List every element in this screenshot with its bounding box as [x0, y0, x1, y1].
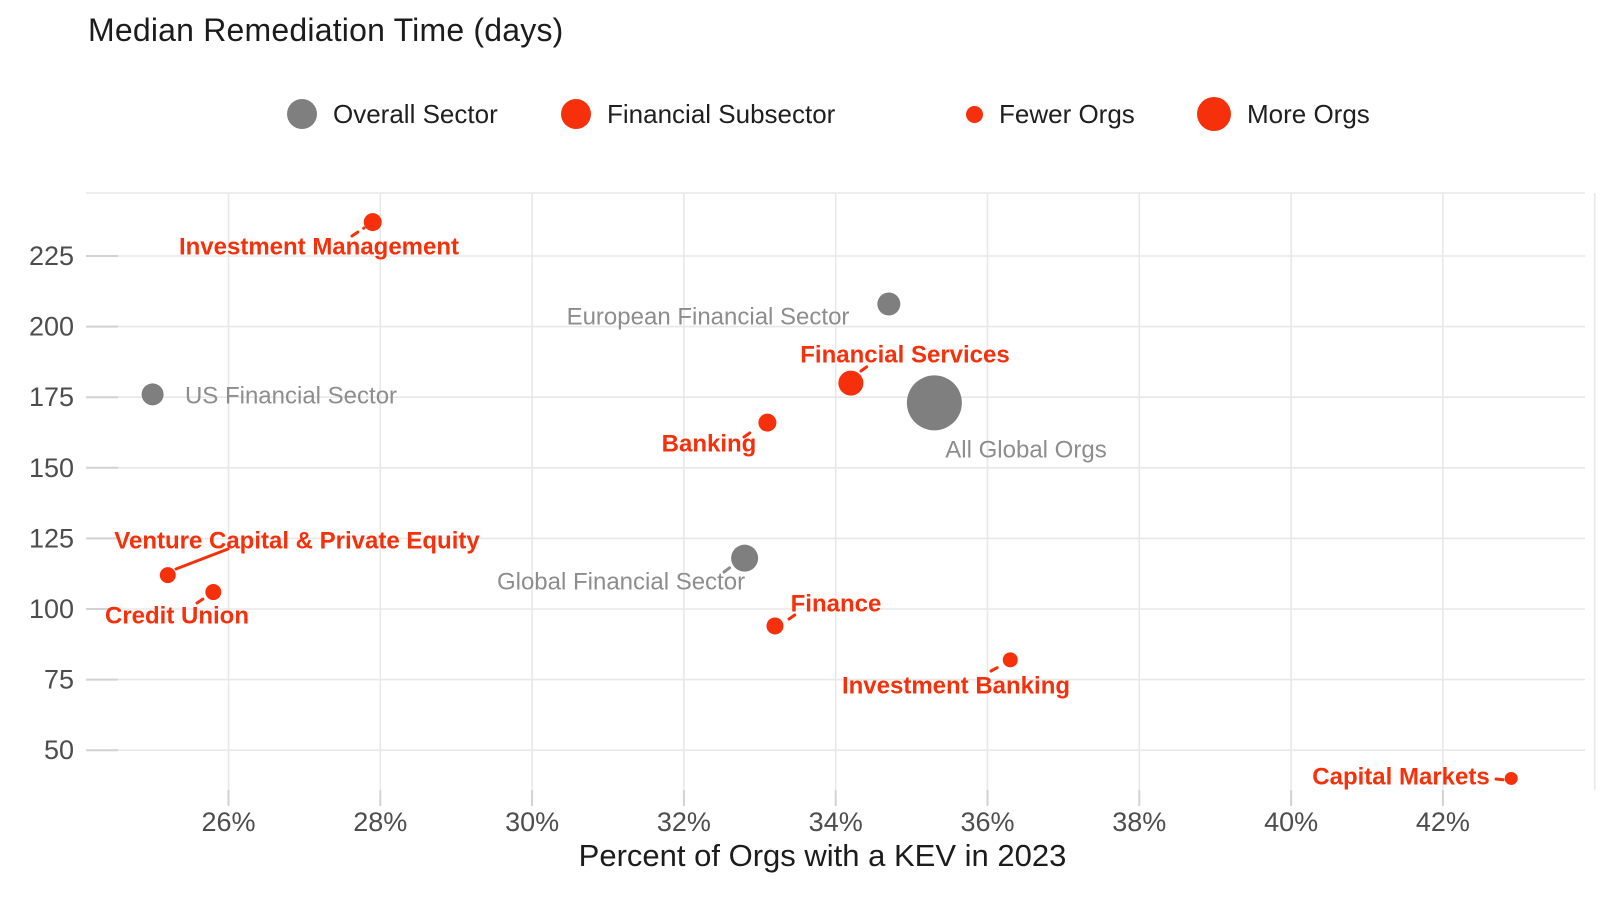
point-label: Investment Banking [842, 673, 1070, 700]
leader-line [787, 610, 801, 621]
data-point-capital-markets [1504, 771, 1518, 785]
y-tick-label: 175 [29, 382, 74, 412]
leader-line [1494, 777, 1507, 782]
leader-line [195, 595, 208, 605]
point-label: European Financial Sector [567, 304, 850, 331]
overall-sector-dot-icon [287, 99, 317, 129]
y-tick-label: 125 [29, 523, 74, 553]
point-label: Banking [662, 431, 757, 458]
data-point-banking [758, 413, 777, 432]
x-tick-label: 40% [1264, 807, 1318, 837]
more-orgs-dot-icon [1197, 97, 1231, 131]
leader-line [722, 564, 734, 574]
x-tick-label: 36% [960, 807, 1014, 837]
legend-label: Financial Subsector [607, 98, 836, 129]
x-tick-label: 26% [201, 807, 255, 837]
y-tick-label: 50 [44, 735, 74, 765]
leader-line [989, 663, 1004, 673]
x-tick-label: 30% [505, 807, 559, 837]
x-tick-label: 42% [1416, 807, 1470, 837]
data-point-venture-capital-private-equity [159, 567, 176, 584]
leader-line [859, 361, 874, 373]
legend-item-more-orgs: More Orgs [1197, 92, 1370, 136]
chart-title: Median Remediation Time (days) [88, 12, 564, 48]
data-point-investment-management [363, 213, 382, 232]
data-point-all-global-orgs [906, 375, 962, 431]
y-tick-label: 150 [29, 453, 74, 483]
financial-subsector-dot-icon [561, 99, 591, 129]
point-label: Global Financial Sector [497, 569, 745, 596]
x-axis-title: Percent of Orgs with a KEV in 2023 [578, 838, 1067, 873]
point-label: Investment Management [179, 234, 459, 261]
data-point-investment-banking [1002, 652, 1018, 668]
x-tick-label: 38% [1112, 807, 1166, 837]
point-label: US Financial Sector [185, 383, 397, 410]
data-point-finance [766, 617, 784, 635]
data-point-us-financial-sector [141, 383, 164, 406]
legend-label: Overall Sector [333, 98, 498, 129]
legend: Overall Sector Financial Subsector Fewer… [0, 92, 1600, 136]
point-label: All Global Orgs [945, 437, 1106, 464]
legend-label: Fewer Orgs [999, 98, 1135, 129]
point-label: Credit Union [105, 603, 249, 630]
data-point-financial-services [838, 370, 864, 396]
leader-line [350, 226, 366, 238]
y-tick-label: 225 [29, 241, 74, 271]
data-point-global-financial-sector [731, 544, 759, 572]
legend-label: More Orgs [1247, 98, 1370, 129]
x-tick-label: 32% [657, 807, 711, 837]
data-point-european-financial-sector [877, 292, 901, 316]
x-tick-label: 28% [353, 807, 407, 837]
leader-line [174, 547, 230, 571]
point-label: Financial Services [800, 342, 1009, 369]
point-label: Venture Capital & Private Equity [114, 528, 480, 555]
leader-line [742, 428, 756, 439]
x-tick-label: 34% [809, 807, 863, 837]
legend-item-fewer-orgs: Fewer Orgs [966, 92, 1135, 136]
y-tick-label: 100 [29, 594, 74, 624]
legend-item-overall-sector: Overall Sector [287, 92, 498, 136]
y-tick-label: 75 [44, 665, 74, 695]
fewer-orgs-dot-icon [966, 105, 983, 123]
legend-item-financial-subsector: Financial Subsector [561, 92, 835, 136]
y-tick-label: 200 [29, 312, 74, 342]
data-point-credit-union [205, 584, 222, 601]
point-label: Finance [791, 591, 882, 618]
point-label: Capital Markets [1312, 764, 1489, 791]
